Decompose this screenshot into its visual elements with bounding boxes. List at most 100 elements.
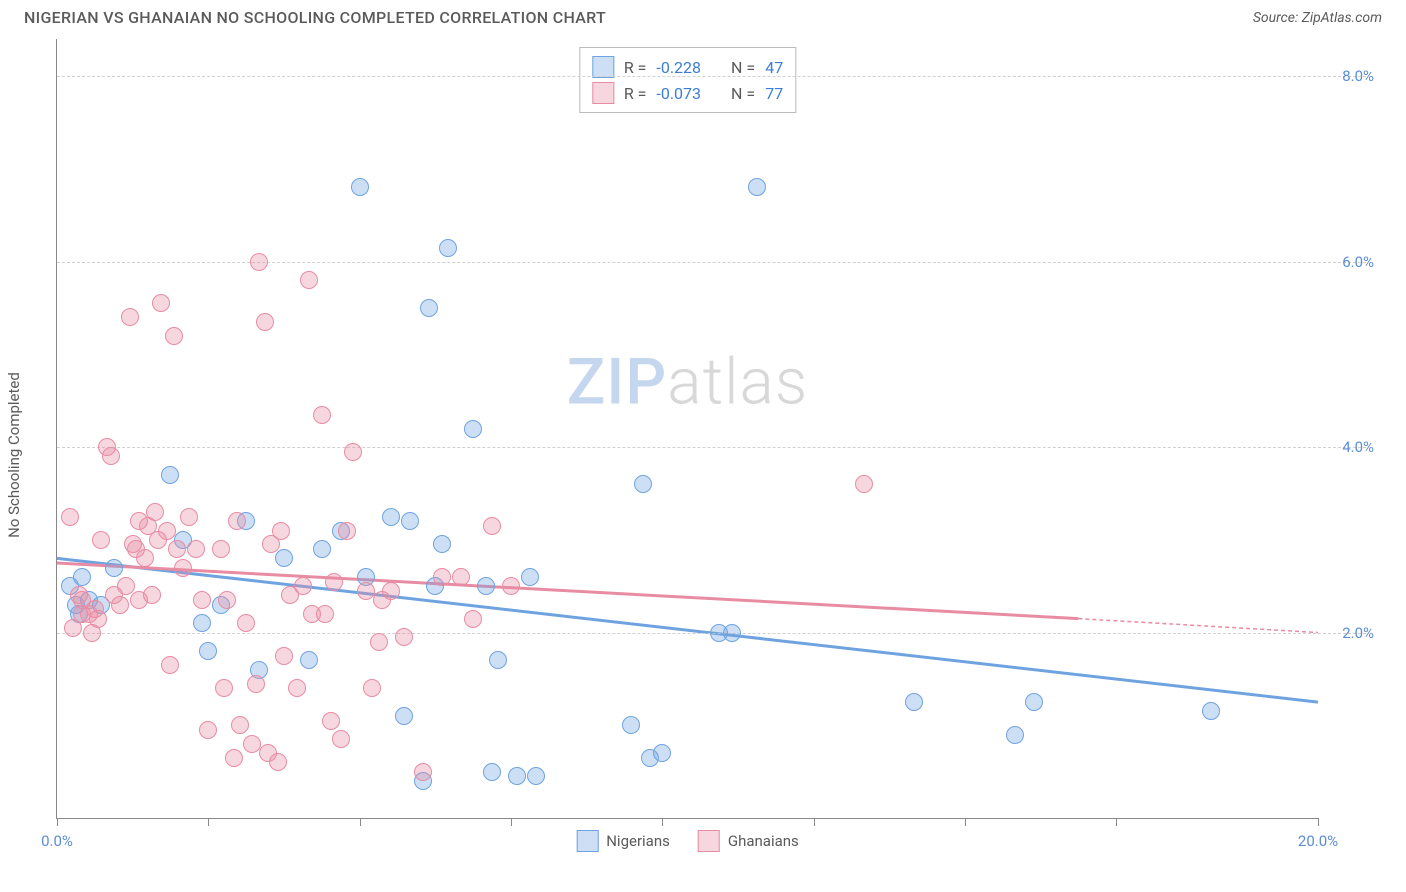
- legend-r-value: -0.073: [656, 84, 701, 103]
- x-tick: [57, 818, 58, 826]
- scatter-point: [414, 763, 432, 781]
- scatter-point: [439, 239, 457, 257]
- legend-series-item: Nigerians: [576, 830, 670, 852]
- legend-r-label: R =: [624, 58, 647, 77]
- scatter-point: [61, 508, 79, 526]
- scatter-point: [622, 716, 640, 734]
- scatter-point: [180, 508, 198, 526]
- scatter-point: [748, 178, 766, 196]
- scatter-point: [420, 299, 438, 317]
- scatter-point: [855, 475, 873, 493]
- scatter-point: [502, 577, 520, 595]
- scatter-point: [433, 535, 451, 553]
- scatter-point: [288, 679, 306, 697]
- watermark: ZIPatlas: [567, 344, 809, 419]
- scatter-point: [723, 624, 741, 642]
- scatter-point: [237, 614, 255, 632]
- scatter-point: [165, 327, 183, 345]
- legend-series-label: Nigerians: [606, 832, 670, 850]
- legend-n-label: N =: [731, 58, 755, 77]
- scatter-point: [433, 568, 451, 586]
- scatter-point: [363, 679, 381, 697]
- scatter-point: [508, 767, 526, 785]
- scatter-point: [231, 716, 249, 734]
- scatter-point: [395, 707, 413, 725]
- scatter-point: [73, 568, 91, 586]
- scatter-point: [477, 577, 495, 595]
- scatter-point: [464, 610, 482, 628]
- legend-n-label: N =: [731, 84, 755, 103]
- chart-source: Source: ZipAtlas.com: [1253, 10, 1382, 26]
- legend-series: Nigerians Ghanaians: [576, 830, 799, 852]
- x-tick: [662, 818, 663, 826]
- legend-n-value: 77: [765, 84, 783, 103]
- legend-series-item: Ghanaians: [698, 830, 799, 852]
- scatter-point: [218, 591, 236, 609]
- scatter-point: [325, 573, 343, 591]
- trend-lines-svg: [57, 39, 1318, 818]
- scatter-point: [483, 763, 501, 781]
- scatter-point: [382, 582, 400, 600]
- legend-series-label: Ghanaians: [728, 832, 799, 850]
- scatter-point: [1025, 693, 1043, 711]
- legend-swatch: [592, 82, 614, 104]
- chart-header: NIGERIAN VS GHANAIAN NO SCHOOLING COMPLE…: [0, 0, 1406, 31]
- scatter-point: [105, 559, 123, 577]
- scatter-point: [174, 559, 192, 577]
- x-tick-label: 0.0%: [41, 832, 73, 850]
- scatter-point: [382, 508, 400, 526]
- scatter-point: [193, 591, 211, 609]
- scatter-point: [521, 568, 539, 586]
- legend-correlation: R = -0.228 N = 47 R = -0.073 N = 77: [579, 47, 796, 113]
- scatter-point: [275, 647, 293, 665]
- scatter-point: [121, 308, 139, 326]
- scatter-point: [351, 178, 369, 196]
- watermark-zip: ZIP: [567, 344, 668, 419]
- scatter-point: [483, 517, 501, 535]
- scatter-point: [199, 721, 217, 739]
- scatter-point: [1202, 702, 1220, 720]
- scatter-point: [344, 443, 362, 461]
- scatter-point: [395, 628, 413, 646]
- scatter-point: [653, 744, 671, 762]
- scatter-point: [143, 586, 161, 604]
- plot-area: ZIPatlas R = -0.228 N = 47 R = -0.073 N …: [56, 39, 1318, 819]
- scatter-point: [322, 712, 340, 730]
- scatter-point: [250, 253, 268, 271]
- scatter-point: [464, 420, 482, 438]
- scatter-point: [146, 503, 164, 521]
- y-tick-label: 4.0%: [1342, 438, 1374, 456]
- scatter-point: [136, 549, 154, 567]
- scatter-point: [215, 679, 233, 697]
- y-axis-label: No Schooling Completed: [5, 372, 23, 538]
- legend-n-value: 47: [765, 58, 783, 77]
- scatter-point: [256, 313, 274, 331]
- watermark-atlas: atlas: [667, 344, 808, 419]
- chart-container: No Schooling Completed ZIPatlas R = -0.2…: [24, 31, 1382, 861]
- x-tick: [208, 818, 209, 826]
- scatter-point: [401, 512, 419, 530]
- scatter-point: [338, 522, 356, 540]
- scatter-point: [300, 651, 318, 669]
- scatter-point: [199, 642, 217, 660]
- x-tick-label: 20.0%: [1298, 832, 1338, 850]
- legend-swatch: [576, 830, 598, 852]
- scatter-point: [452, 568, 470, 586]
- scatter-point: [489, 651, 507, 669]
- scatter-point: [370, 633, 388, 651]
- scatter-point: [193, 614, 211, 632]
- y-tick-label: 2.0%: [1342, 624, 1374, 642]
- scatter-point: [294, 577, 312, 595]
- legend-r-label: R =: [624, 84, 647, 103]
- scatter-point: [527, 767, 545, 785]
- scatter-point: [225, 749, 243, 767]
- x-tick: [1116, 818, 1117, 826]
- scatter-point: [111, 596, 129, 614]
- legend-correlation-row: R = -0.073 N = 77: [592, 80, 783, 106]
- y-tick-label: 6.0%: [1342, 253, 1374, 271]
- scatter-point: [92, 531, 110, 549]
- scatter-point: [212, 540, 230, 558]
- chart-title: NIGERIAN VS GHANAIAN NO SCHOOLING COMPLE…: [24, 8, 606, 27]
- scatter-point: [228, 512, 246, 530]
- x-tick: [360, 818, 361, 826]
